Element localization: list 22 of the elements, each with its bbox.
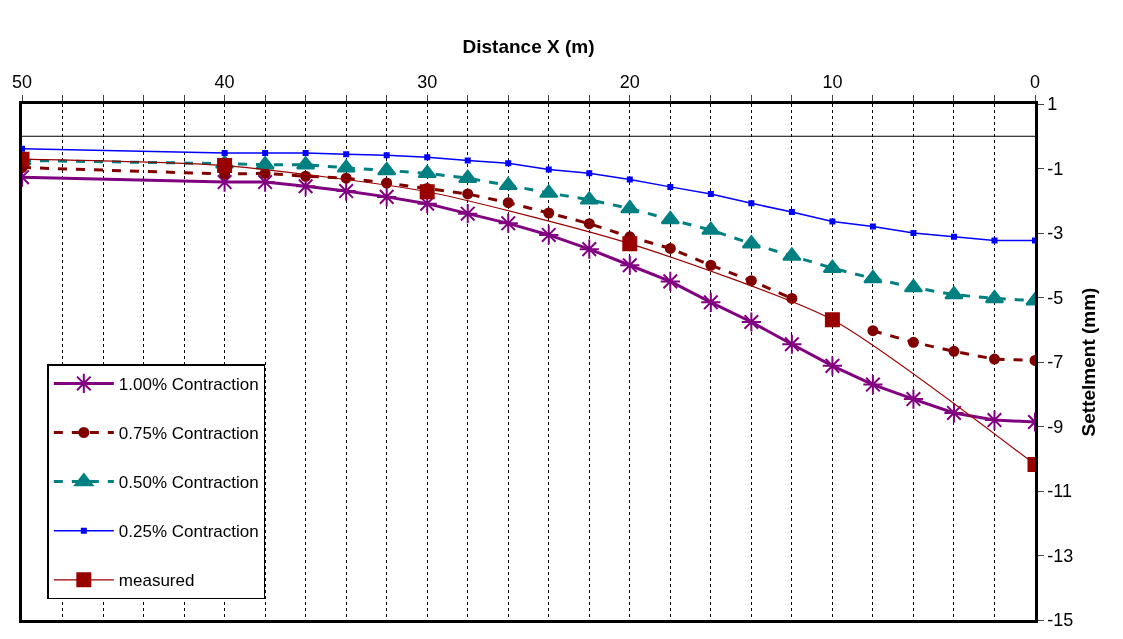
legend-label: measured	[118, 571, 195, 591]
y-tick-label: -9	[1047, 416, 1064, 437]
x-tick-label: 10	[822, 72, 843, 93]
legend-label: 0.25% Contraction	[118, 522, 259, 542]
legend-label: 0.50% Contraction	[118, 473, 259, 493]
x-tick-label: 30	[417, 72, 438, 93]
x-tick-label: 20	[619, 72, 640, 93]
x-tick-label: 0	[1029, 72, 1041, 93]
y-tick-label: -11	[1047, 481, 1073, 502]
y-tick-label: -13	[1047, 545, 1074, 566]
y-tick-label: -1	[1047, 158, 1064, 179]
y-tick-label: -15	[1047, 610, 1074, 631]
x-tick-label: 50	[11, 72, 33, 93]
y-axis-title: Settelment (mm)	[1078, 287, 1100, 437]
x-tick-label: 40	[214, 72, 235, 93]
y-tick-label: -5	[1047, 287, 1064, 308]
legend-label: 0.75% Contraction	[118, 424, 259, 444]
x-axis-title: Distance X (m)	[462, 35, 595, 57]
y-tick-label: 1	[1047, 94, 1058, 115]
y-tick-label: -3	[1047, 223, 1064, 244]
y-tick-label: -7	[1047, 352, 1064, 373]
legend-label: 1.00% Contraction	[118, 375, 259, 395]
